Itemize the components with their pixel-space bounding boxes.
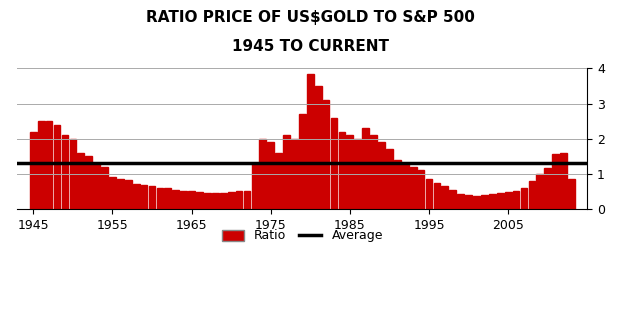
Bar — [513, 191, 520, 209]
Bar — [489, 194, 495, 209]
Bar — [228, 192, 234, 209]
Bar — [362, 128, 369, 209]
Bar — [220, 193, 226, 209]
Bar — [330, 118, 337, 209]
Bar — [410, 167, 417, 209]
Bar — [505, 192, 511, 209]
Text: RATIO PRICE OF US$GOLD TO S&P 500: RATIO PRICE OF US$GOLD TO S&P 500 — [146, 10, 474, 25]
Bar — [458, 194, 464, 209]
Bar — [259, 139, 266, 209]
Bar — [441, 186, 448, 209]
Bar — [157, 188, 163, 209]
Bar — [275, 153, 282, 209]
Bar — [141, 185, 148, 209]
Bar — [252, 163, 259, 209]
Bar — [117, 179, 124, 209]
Bar — [473, 196, 480, 209]
Bar — [61, 135, 68, 209]
Bar — [370, 135, 377, 209]
Bar — [378, 142, 385, 209]
Bar — [291, 139, 298, 209]
Bar — [69, 139, 76, 209]
Bar — [536, 174, 543, 209]
Bar — [394, 160, 401, 209]
Text: 1945 TO CURRENT: 1945 TO CURRENT — [231, 39, 389, 54]
Bar — [315, 86, 322, 209]
Bar — [283, 135, 290, 209]
Bar — [30, 131, 37, 209]
Bar — [323, 100, 329, 209]
Bar — [386, 149, 393, 209]
Bar — [528, 181, 535, 209]
Bar — [101, 167, 108, 209]
Bar — [339, 131, 345, 209]
Bar — [402, 163, 409, 209]
Bar — [38, 121, 45, 209]
Bar — [149, 186, 156, 209]
Bar — [125, 180, 131, 209]
Bar — [433, 182, 440, 209]
Bar — [78, 153, 84, 209]
Bar — [93, 163, 100, 209]
Bar — [212, 193, 219, 209]
Bar — [172, 190, 179, 209]
Bar — [426, 179, 432, 209]
Bar — [481, 195, 488, 209]
Bar — [552, 154, 559, 209]
Bar — [497, 193, 503, 209]
Bar — [560, 153, 567, 209]
Bar — [568, 179, 575, 209]
Bar — [109, 177, 116, 209]
Bar — [133, 183, 140, 209]
Bar — [347, 135, 353, 209]
Bar — [244, 191, 250, 209]
Bar — [188, 191, 195, 209]
Bar — [465, 195, 472, 209]
Bar — [299, 114, 306, 209]
Bar — [267, 142, 274, 209]
Bar — [196, 192, 203, 209]
Bar — [521, 188, 528, 209]
Bar — [164, 188, 171, 209]
Legend: Ratio, Average: Ratio, Average — [217, 224, 388, 247]
Bar — [355, 139, 361, 209]
Bar — [86, 156, 92, 209]
Bar — [204, 193, 211, 209]
Bar — [450, 190, 456, 209]
Bar — [54, 125, 60, 209]
Bar — [307, 74, 314, 209]
Bar — [236, 191, 242, 209]
Bar — [46, 121, 53, 209]
Bar — [418, 170, 425, 209]
Bar — [544, 169, 551, 209]
Bar — [180, 191, 187, 209]
